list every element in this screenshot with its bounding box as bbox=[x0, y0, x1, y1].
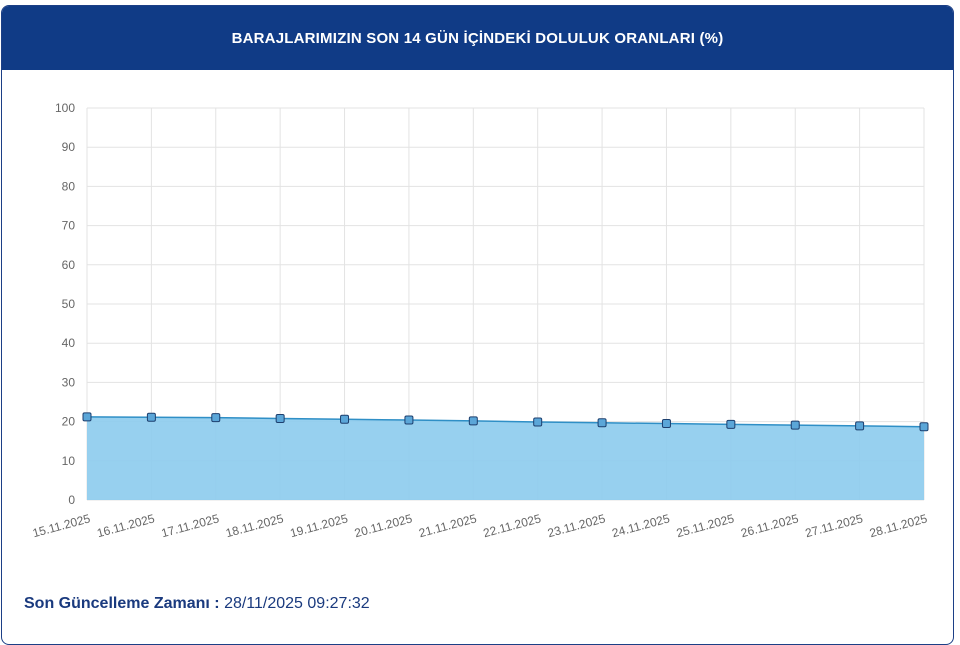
data-point bbox=[211, 413, 221, 423]
x-tick-label: 21.11.2025 bbox=[417, 511, 478, 540]
x-tick-label: 19.11.2025 bbox=[289, 511, 350, 540]
data-point bbox=[404, 415, 414, 425]
y-tick-label: 70 bbox=[62, 219, 76, 233]
x-tick-label: 16.11.2025 bbox=[95, 511, 156, 540]
data-point bbox=[468, 416, 478, 426]
chart-title: BARAJLARIMIZIN SON 14 GÜN İÇİNDEKİ DOLUL… bbox=[231, 29, 724, 47]
data-point bbox=[597, 418, 607, 428]
y-tick-label: 30 bbox=[62, 375, 76, 389]
y-tick-label: 60 bbox=[62, 258, 76, 272]
series-area bbox=[87, 416, 924, 500]
y-tick-label: 10 bbox=[62, 454, 76, 468]
line-area-chart: 0 10 20 30 40 50 60 70 80 90 100 15.11.2025 16.11.20… bbox=[31, 101, 929, 540]
data-point bbox=[146, 412, 156, 422]
x-tick-label: 22.11.2025 bbox=[482, 511, 543, 540]
y-tick-label: 50 bbox=[62, 297, 76, 311]
data-point bbox=[790, 420, 800, 430]
x-tick-label: 18.11.2025 bbox=[224, 511, 285, 540]
chart-card: BARAJLARIMIZIN SON 14 GÜN İÇİNDEKİ DOLUL… bbox=[1, 5, 954, 645]
x-tick-label: 27.11.2025 bbox=[804, 511, 865, 540]
chart-area: 0 10 20 30 40 50 60 70 80 90 100 15.11.2025 16.11.20… bbox=[2, 70, 953, 570]
y-tick-label: 20 bbox=[62, 415, 76, 429]
series-line bbox=[86, 416, 925, 428]
x-tick-label: 28.11.2025 bbox=[868, 511, 929, 540]
data-point bbox=[855, 421, 865, 431]
data-point bbox=[661, 419, 671, 429]
y-tick-label: 0 bbox=[68, 493, 75, 507]
x-tick-label: 25.11.2025 bbox=[675, 511, 736, 540]
y-tick-label: 90 bbox=[62, 140, 76, 154]
chart-header: BARAJLARIMIZIN SON 14 GÜN İÇİNDEKİ DOLUL… bbox=[2, 6, 953, 70]
data-point bbox=[275, 413, 285, 423]
x-tick-label: 15.11.2025 bbox=[31, 511, 92, 540]
data-point bbox=[726, 419, 736, 429]
x-tick-label: 23.11.2025 bbox=[546, 511, 607, 540]
x-tick-label: 20.11.2025 bbox=[353, 511, 414, 540]
y-tick-label: 40 bbox=[62, 336, 76, 350]
x-tick-label: 24.11.2025 bbox=[610, 511, 671, 540]
x-tick-label: 17.11.2025 bbox=[160, 511, 221, 540]
y-tick-label: 80 bbox=[62, 179, 76, 193]
data-point bbox=[82, 412, 92, 422]
data-point bbox=[533, 417, 543, 427]
last-update-value: 28/11/2025 09:27:32 bbox=[224, 595, 370, 612]
data-point bbox=[919, 422, 929, 432]
last-update: Son Güncelleme Zamanı : 28/11/2025 09:27… bbox=[24, 595, 370, 613]
y-tick-label: 100 bbox=[55, 101, 75, 115]
last-update-label: Son Güncelleme Zamanı : bbox=[24, 595, 220, 612]
data-point bbox=[340, 414, 350, 424]
x-tick-label: 26.11.2025 bbox=[739, 511, 800, 540]
